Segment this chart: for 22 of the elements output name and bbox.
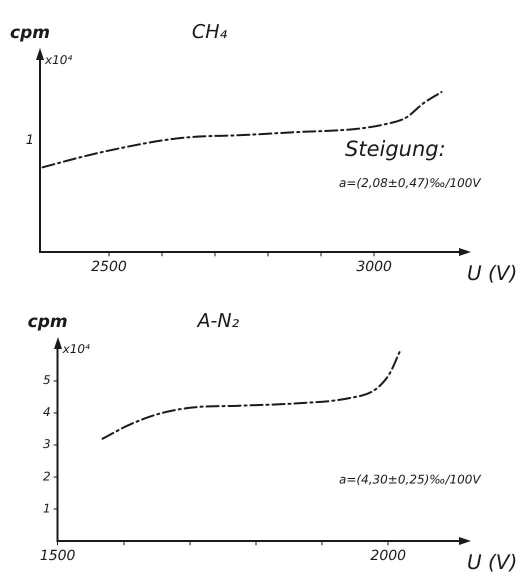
y-tick-label: 5	[42, 373, 51, 388]
x-axis-title: U (V)	[467, 261, 518, 286]
y-tick-label: 3	[42, 437, 51, 452]
annotation: Steigung:	[345, 137, 446, 162]
annotation: x10⁴	[62, 342, 90, 356]
chart-title: CH₄	[192, 21, 228, 43]
y-tick-label: 2	[42, 469, 51, 484]
annotation: a=(2,08±0,47)‰/100V	[339, 176, 482, 190]
text: x10⁴	[44, 53, 72, 67]
y-tick-label: 1	[42, 501, 51, 516]
text: 1	[26, 133, 34, 148]
x-tick-label: 2000	[370, 548, 406, 564]
line-series	[102, 351, 400, 440]
annotation: a=(4,30±0,25)‰/100V	[339, 472, 482, 487]
x-tick-label: 1500	[40, 548, 76, 564]
x-axis-title: U (V)	[467, 550, 518, 574]
y-tick-label: 4	[42, 405, 51, 420]
x-tick-label: 2500	[91, 259, 127, 276]
chart-title: A-N₂	[195, 310, 240, 332]
x-tick-label: 3000	[356, 259, 392, 276]
y-axis-title: cpm	[10, 23, 50, 43]
y-axis-title: cpm	[28, 312, 68, 332]
